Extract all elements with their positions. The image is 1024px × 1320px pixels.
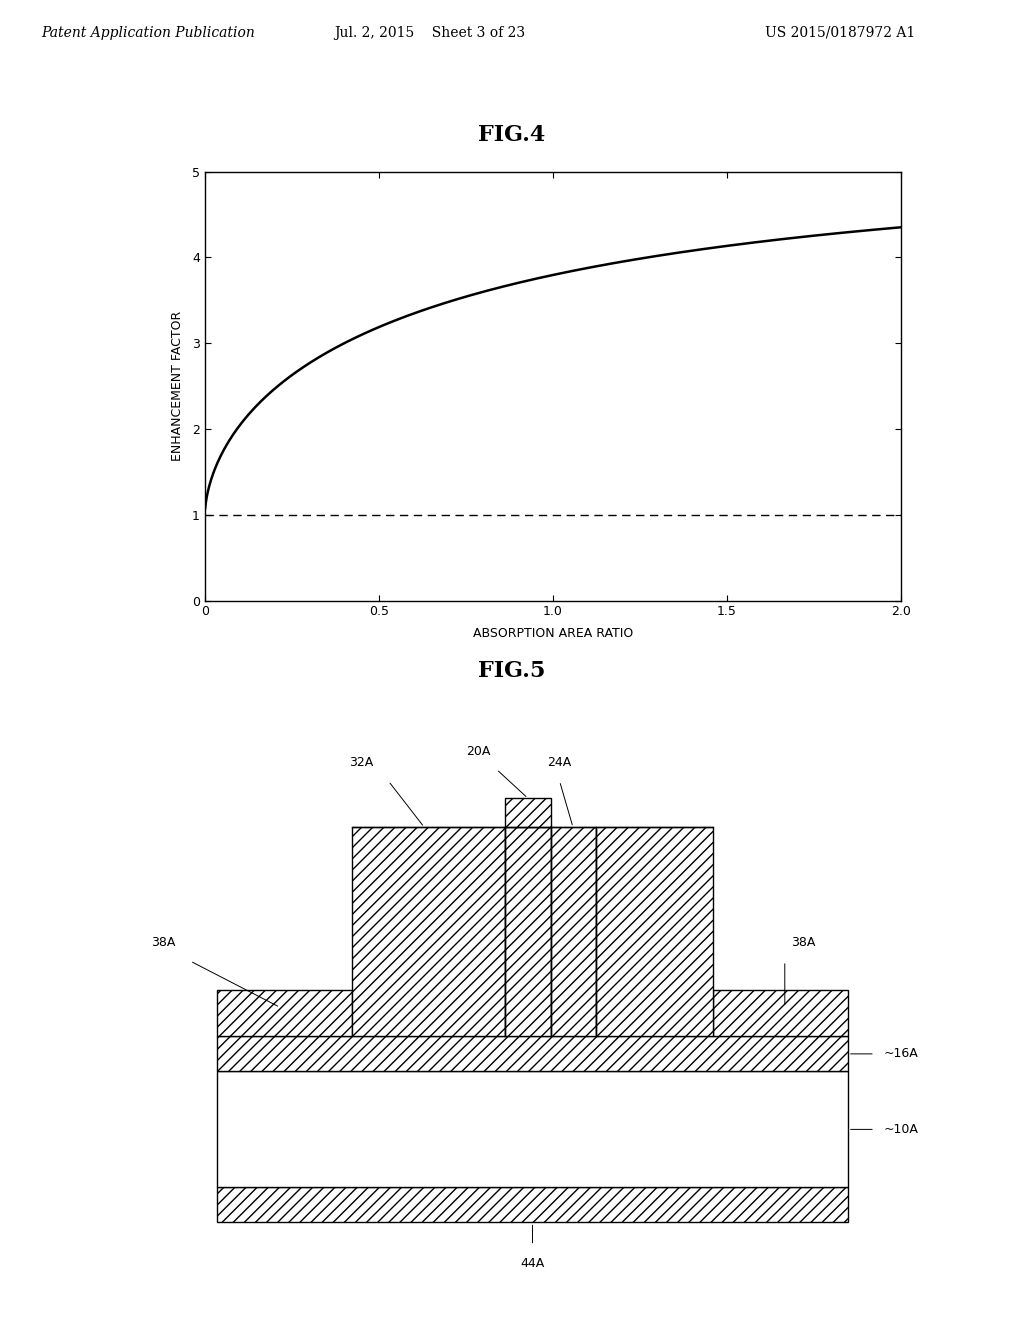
Bar: [217, 1072, 848, 1188]
Bar: [506, 799, 551, 828]
X-axis label: ABSORPTION AREA RATIO: ABSORPTION AREA RATIO: [473, 627, 633, 640]
Text: US 2015/0187972 A1: US 2015/0187972 A1: [765, 26, 914, 40]
Text: 32A: 32A: [349, 756, 374, 770]
Text: 38A: 38A: [791, 936, 815, 949]
Bar: [506, 828, 551, 1036]
Text: FIG.4: FIG.4: [478, 124, 546, 145]
Bar: [217, 1036, 848, 1072]
Bar: [596, 828, 713, 1036]
Text: ~10A: ~10A: [884, 1123, 919, 1137]
Text: Jul. 2, 2015    Sheet 3 of 23: Jul. 2, 2015 Sheet 3 of 23: [335, 26, 525, 40]
Text: 20A: 20A: [466, 744, 490, 758]
Text: 38A: 38A: [151, 936, 175, 949]
Text: FIG.5: FIG.5: [478, 660, 546, 681]
Bar: [217, 990, 352, 1036]
Text: Patent Application Publication: Patent Application Publication: [41, 26, 255, 40]
Text: ~16A: ~16A: [884, 1047, 919, 1060]
Text: 44A: 44A: [520, 1257, 545, 1270]
Text: 24A: 24A: [548, 756, 571, 770]
Bar: [713, 990, 848, 1036]
Bar: [352, 828, 506, 1036]
Y-axis label: ENHANCEMENT FACTOR: ENHANCEMENT FACTOR: [171, 312, 183, 461]
Bar: [217, 1188, 848, 1222]
Bar: [551, 828, 596, 1036]
